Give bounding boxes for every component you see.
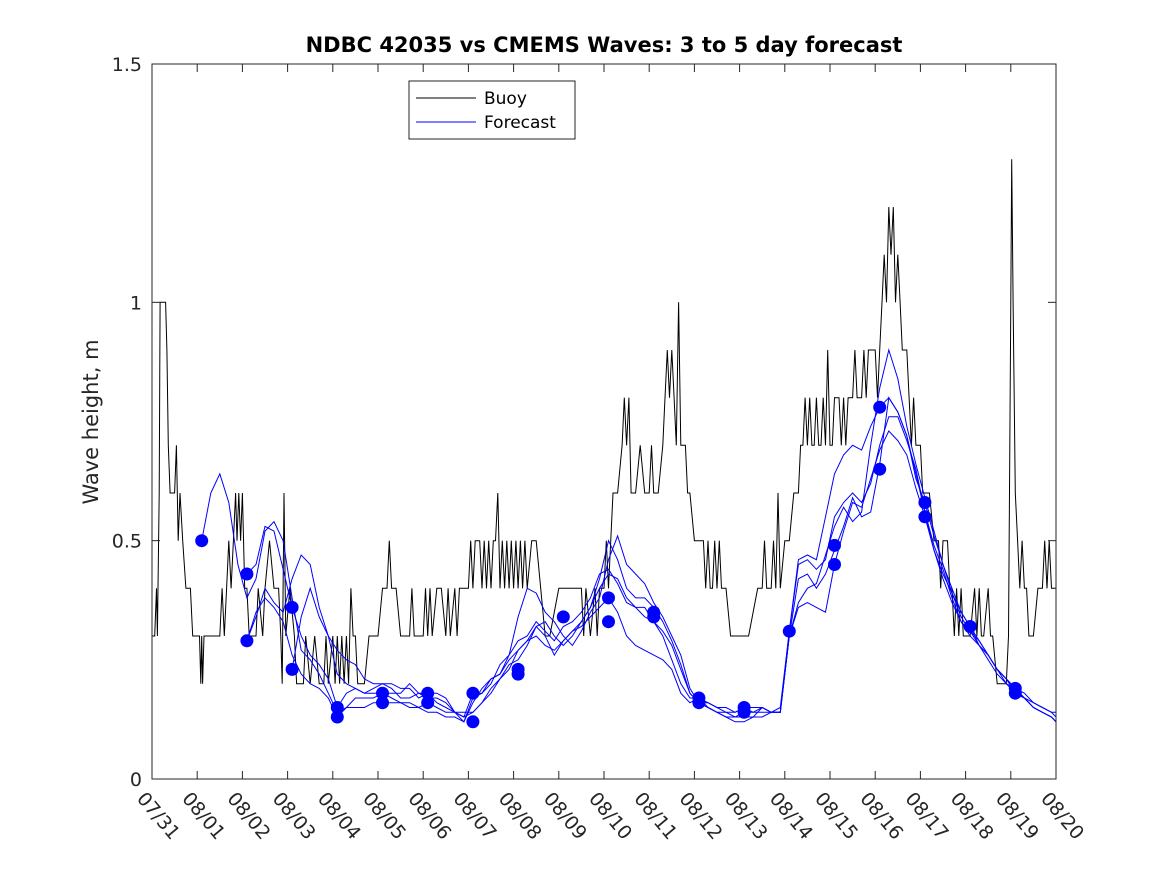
forecast-point-marker xyxy=(195,534,209,548)
forecast-point-marker xyxy=(918,496,932,509)
forecast-point-marker xyxy=(828,538,841,552)
legend-buoy-label: Buoy xyxy=(484,89,527,109)
forecast-point-marker xyxy=(511,667,525,681)
legend-box xyxy=(408,80,576,140)
forecast-point-marker xyxy=(556,610,570,624)
forecast-series-line-5 xyxy=(291,396,1057,723)
forecast-point-marker xyxy=(330,701,344,714)
forecast-point-marker xyxy=(330,710,344,724)
y-tick-label: 0 xyxy=(130,769,142,791)
forecast-point-marker xyxy=(602,615,615,629)
forecast-point-marker xyxy=(918,510,932,524)
forecast-point-marker xyxy=(466,686,480,700)
forecast-point-marker xyxy=(737,705,751,719)
y-tick-label: 1 xyxy=(130,292,142,314)
y-axis: 0 0.5 1 1.5 xyxy=(112,54,1056,791)
plot-area xyxy=(152,64,1056,779)
forecast-point-marker xyxy=(828,558,841,571)
forecast-series-line-1 xyxy=(201,396,1057,723)
forecast-point-marker xyxy=(963,620,977,633)
marker-layer xyxy=(195,400,1022,729)
forecast-point-marker xyxy=(285,600,299,614)
forecast-point-marker xyxy=(285,662,299,676)
forecast-point-marker xyxy=(873,400,887,414)
forecast-point-marker xyxy=(376,696,389,710)
forecast-point-marker xyxy=(421,686,435,700)
forecast-point-marker xyxy=(240,567,254,581)
y-tick-label: 1.5 xyxy=(112,54,142,76)
chart-title: NDBC 42035 vs CMEMS Waves: 3 to 5 day fo… xyxy=(306,33,903,57)
forecast-point-marker xyxy=(240,634,254,648)
forecast-point-marker xyxy=(873,462,887,476)
y-axis-label: Wave height, m xyxy=(79,339,103,504)
forecast-point-marker xyxy=(692,696,706,710)
forecast-point-marker xyxy=(421,696,435,710)
legend: Buoy Forecast xyxy=(408,80,576,140)
forecast-point-marker xyxy=(647,610,661,624)
forecast-point-marker xyxy=(782,624,796,638)
forecast-point-marker xyxy=(602,591,615,605)
forecast-point-marker xyxy=(1008,686,1022,700)
forecast-point-marker xyxy=(466,715,480,729)
legend-forecast-label: Forecast xyxy=(484,113,556,133)
buoy-series-line xyxy=(152,159,1056,685)
forecast-point-marker xyxy=(376,686,389,700)
y-tick-label: 0.5 xyxy=(112,531,142,553)
